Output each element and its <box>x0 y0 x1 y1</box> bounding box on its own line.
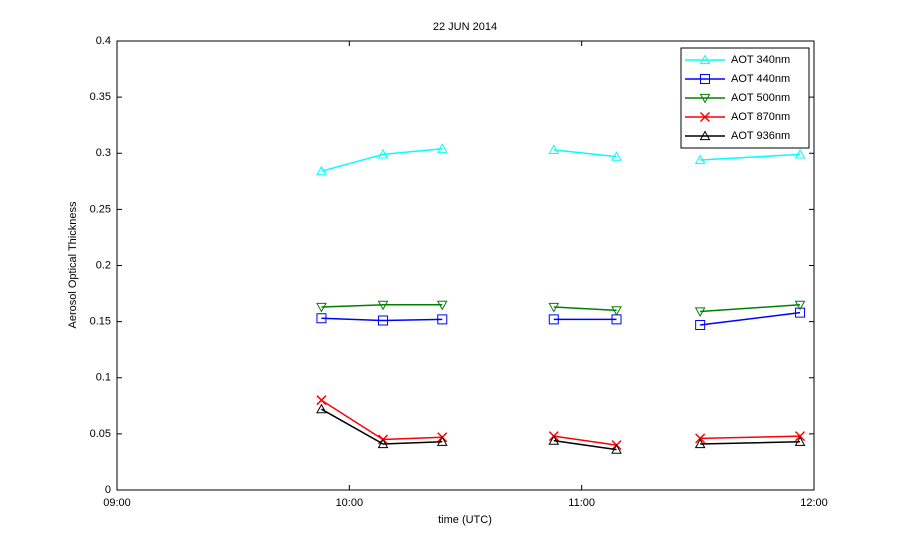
marker <box>694 307 706 318</box>
marker <box>436 300 448 311</box>
marker <box>794 148 806 159</box>
x-tick-label: 11:00 <box>568 497 595 509</box>
series-line <box>321 304 801 313</box>
legend-label: AOT 870nm <box>731 111 790 123</box>
marker <box>795 307 806 318</box>
marker <box>694 438 706 449</box>
x-tick-label: 09:00 <box>103 497 131 509</box>
marker <box>699 111 711 123</box>
marker <box>548 314 559 325</box>
legend-label: AOT 500nm <box>731 92 790 104</box>
marker <box>699 93 711 104</box>
marker <box>700 74 710 84</box>
legend-label: AOT 340nm <box>731 54 790 66</box>
legend-label: AOT 936nm <box>731 130 790 142</box>
y-tick-label: 0.35 <box>90 91 111 103</box>
marker <box>548 302 560 313</box>
y-tick-label: 0.05 <box>90 428 111 440</box>
marker <box>316 313 327 324</box>
marker <box>436 143 448 153</box>
y-axis-label: Aerosol Optical Thickness <box>67 201 79 328</box>
marker <box>316 165 327 176</box>
marker <box>695 433 706 444</box>
x-axis-label: time (UTC) <box>438 514 492 526</box>
marker <box>377 438 389 449</box>
x-tick-label: 12:00 <box>800 497 828 509</box>
y-tick-label: 0.1 <box>96 372 111 384</box>
marker <box>611 306 622 316</box>
marker <box>437 314 448 325</box>
chart-title: 22 JUN 2014 <box>433 21 497 33</box>
series-line <box>321 408 801 451</box>
y-tick-label: 0.2 <box>96 259 111 271</box>
y-tick-label: 0.15 <box>90 316 111 328</box>
marker <box>377 148 389 159</box>
x-tick-label: 10:00 <box>336 497 364 509</box>
marker <box>316 302 327 313</box>
marker <box>378 315 389 326</box>
marker <box>794 436 806 446</box>
marker <box>548 435 560 445</box>
marker <box>694 154 706 165</box>
marker <box>377 300 389 311</box>
marker <box>794 300 806 311</box>
series-line <box>321 148 801 172</box>
marker <box>611 151 622 161</box>
marker <box>699 54 711 65</box>
marker <box>316 403 327 414</box>
marker <box>611 444 622 454</box>
marker <box>436 436 448 446</box>
y-tick-label: 0 <box>105 484 111 496</box>
y-tick-label: 0.4 <box>96 35 111 47</box>
y-tick-label: 0.3 <box>96 147 111 159</box>
marker <box>699 130 711 141</box>
marker <box>695 319 706 330</box>
legend-label: AOT 440nm <box>731 73 790 85</box>
series-line <box>321 311 801 326</box>
marker <box>548 144 560 154</box>
marker <box>795 431 806 442</box>
y-tick-label: 0.25 <box>90 203 111 215</box>
marker <box>316 395 327 406</box>
marker <box>611 314 622 325</box>
